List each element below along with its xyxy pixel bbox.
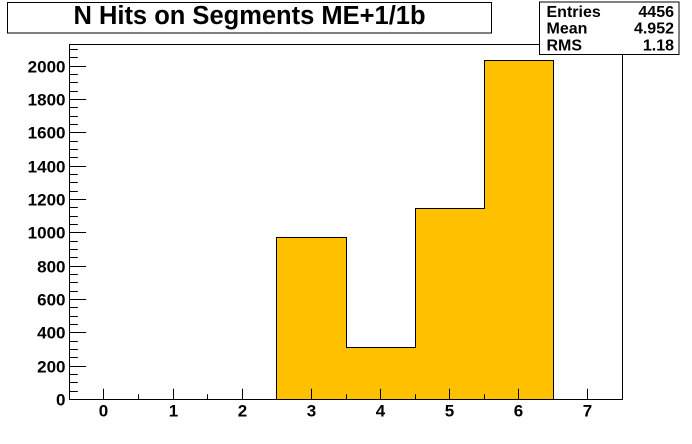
svg-text:400: 400 xyxy=(37,324,65,343)
svg-text:4: 4 xyxy=(376,402,386,421)
svg-text:1800: 1800 xyxy=(28,91,66,110)
svg-text:1000: 1000 xyxy=(28,224,66,243)
svg-text:6: 6 xyxy=(514,402,523,421)
svg-text:Mean: Mean xyxy=(547,21,588,38)
svg-text:200: 200 xyxy=(37,358,65,377)
svg-text:0: 0 xyxy=(99,402,108,421)
svg-text:1: 1 xyxy=(169,402,178,421)
svg-text:RMS: RMS xyxy=(547,37,583,54)
svg-text:4.952: 4.952 xyxy=(634,21,674,38)
svg-text:1200: 1200 xyxy=(28,191,66,210)
svg-text:Entries: Entries xyxy=(547,4,601,21)
svg-text:800: 800 xyxy=(37,258,65,277)
svg-text:N Hits on Segments ME+1/1b: N Hits on Segments ME+1/1b xyxy=(73,2,425,30)
svg-text:1600: 1600 xyxy=(28,124,66,143)
svg-text:3: 3 xyxy=(307,402,316,421)
svg-text:1400: 1400 xyxy=(28,158,66,177)
svg-text:2: 2 xyxy=(238,402,247,421)
svg-text:2000: 2000 xyxy=(28,58,66,77)
svg-text:5: 5 xyxy=(445,402,454,421)
svg-text:7: 7 xyxy=(583,402,592,421)
svg-text:0: 0 xyxy=(56,391,65,410)
svg-text:1.18: 1.18 xyxy=(643,37,674,54)
svg-text:600: 600 xyxy=(37,291,65,310)
svg-text:4456: 4456 xyxy=(638,4,674,21)
